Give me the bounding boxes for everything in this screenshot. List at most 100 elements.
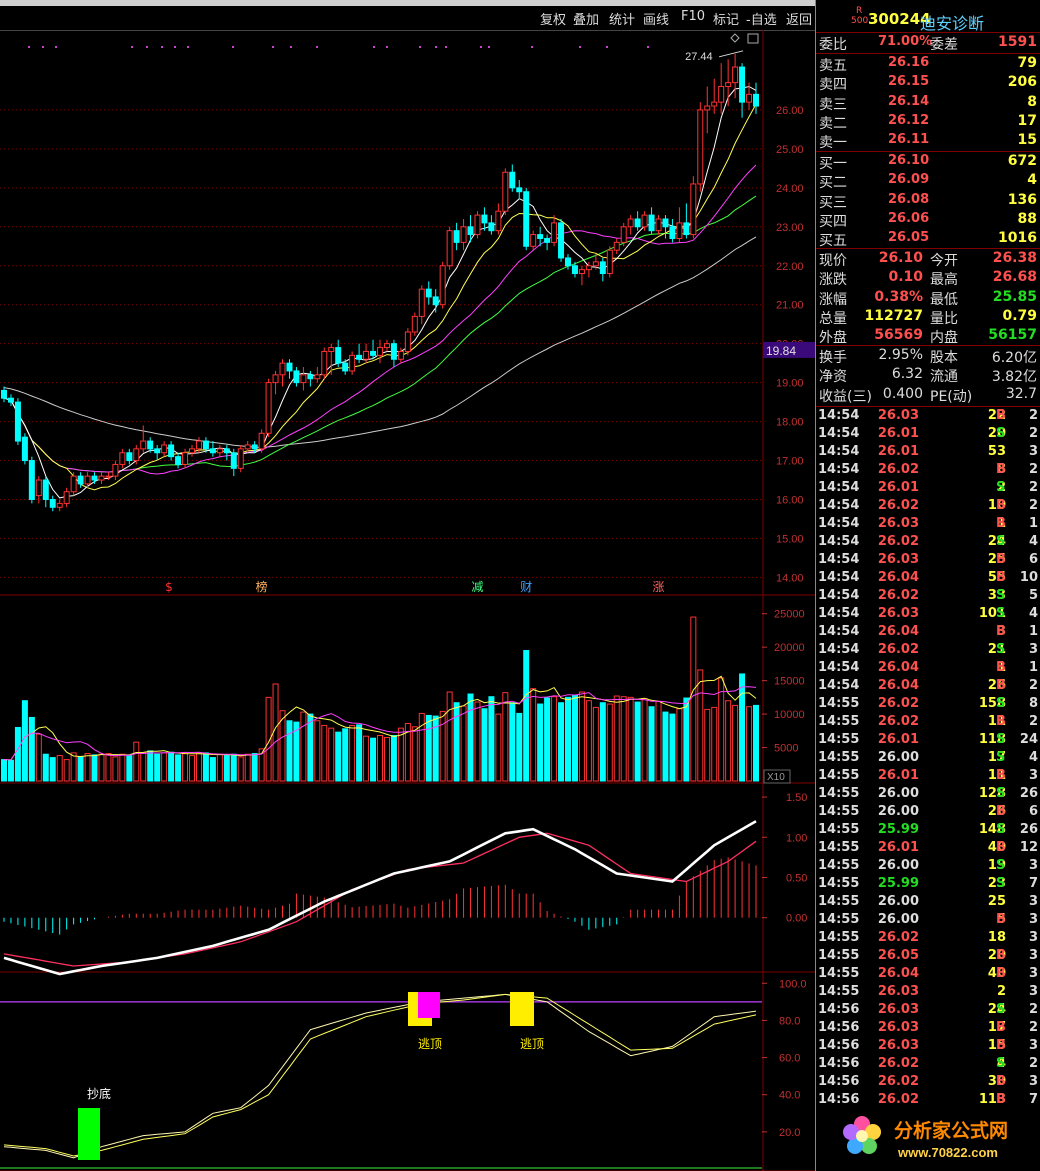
volume-bar xyxy=(551,696,558,782)
fuquan-button[interactable]: 复权 xyxy=(540,13,567,28)
draw-line-button[interactable]: 画线 xyxy=(643,13,670,28)
candle xyxy=(739,66,746,103)
candle xyxy=(390,343,397,360)
ma20-line xyxy=(3,164,757,475)
tick-side: B xyxy=(996,966,1006,981)
tick-volume: 3 xyxy=(996,624,1006,639)
tick-volume: 158 xyxy=(978,696,1006,711)
volume-tick-label: 20000 xyxy=(774,642,805,654)
bid-row[interactable]: 买四 26.06 88 xyxy=(816,210,1040,230)
bid-row[interactable]: 买三 26.08 136 xyxy=(816,191,1040,211)
bid-row[interactable]: 买二 26.09 4 xyxy=(816,171,1040,191)
tick-volume: 20 xyxy=(987,426,1006,441)
tick-price: 25.99 xyxy=(877,876,919,891)
osc-slow-line xyxy=(3,993,757,1157)
signal-dot xyxy=(386,46,388,48)
price-tick-label: 14.00 xyxy=(776,572,804,584)
high-annotation-arrow xyxy=(718,50,744,58)
signal-dot xyxy=(316,46,318,48)
tick-price: 26.03 xyxy=(877,984,919,999)
price-tick-label: 18.00 xyxy=(776,417,804,429)
event-marker[interactable]: 涨 xyxy=(653,579,665,594)
osc-tick-label: 60.0 xyxy=(779,1053,800,1065)
tick-time: 14:55 xyxy=(818,732,860,747)
tick-count: 2 xyxy=(1028,498,1038,513)
event-marker[interactable]: $ xyxy=(165,580,173,594)
tick-row: 14:54 26.04 3 B 1 xyxy=(816,623,1040,641)
candle xyxy=(383,343,390,349)
tick-volume: 148 xyxy=(978,822,1006,837)
chart-area[interactable]: 26.0025.0024.0023.0022.0021.0020.0019.00… xyxy=(0,30,815,1171)
diamond-icon[interactable] xyxy=(730,33,740,43)
quote-row: 涨幅 0.38% 最低 25.85 xyxy=(816,288,1040,308)
tick-price: 26.05 xyxy=(877,948,919,963)
candle xyxy=(558,222,565,259)
bid-row[interactable]: 买五 26.05 1016 xyxy=(816,229,1040,249)
tick-volume: 113 xyxy=(978,1092,1006,1107)
ask-row[interactable]: 卖五 26.16 79 xyxy=(816,54,1040,74)
tick-price: 26.03 xyxy=(877,552,919,567)
volume-bar xyxy=(711,706,718,782)
mark-button[interactable]: 标记 xyxy=(713,13,740,28)
price-tick-label: 24.00 xyxy=(776,183,804,195)
event-marker[interactable]: 榜 xyxy=(256,579,268,594)
stock-name[interactable]: 迪安诊断 xyxy=(920,14,985,33)
candle xyxy=(279,362,286,376)
candle xyxy=(321,350,328,376)
volume-bar xyxy=(606,703,613,782)
tick-price: 26.03 xyxy=(877,1038,919,1053)
tick-time: 14:54 xyxy=(818,444,860,459)
quote-label: 今开 xyxy=(930,253,958,269)
macd-tick-label: 1.00 xyxy=(786,832,807,844)
tick-side: B xyxy=(996,678,1006,693)
candle xyxy=(49,499,56,508)
fundamental-value: 2.95% xyxy=(878,347,923,363)
tick-count: 24 xyxy=(1019,732,1038,747)
overlay-button[interactable]: 叠加 xyxy=(573,13,600,28)
candle xyxy=(14,401,21,442)
window-icon[interactable] xyxy=(747,33,759,44)
tick-side: B xyxy=(996,462,1006,477)
tick-side: S xyxy=(996,606,1006,621)
volume-bar xyxy=(279,710,286,782)
volume-bar xyxy=(140,752,147,782)
volume-bar xyxy=(209,757,216,782)
candle xyxy=(356,354,363,360)
ask-row[interactable]: 卖四 26.15 206 xyxy=(816,73,1040,93)
tick-time: 14:55 xyxy=(818,840,860,855)
bid-label: 买一 xyxy=(819,156,847,172)
back-button[interactable]: 返回 xyxy=(786,13,813,28)
volume-bar xyxy=(718,677,725,782)
tick-count: 2 xyxy=(1028,714,1038,729)
f10-button[interactable]: F10 xyxy=(681,9,706,24)
ask-price: 26.15 xyxy=(888,74,930,90)
candle xyxy=(627,218,634,228)
ask-row[interactable]: 卖一 26.11 15 xyxy=(816,131,1040,151)
ask-row[interactable]: 卖三 26.14 8 xyxy=(816,93,1040,113)
bid-row[interactable]: 买一 26.10 672 xyxy=(816,152,1040,172)
volume-tick-label: 25000 xyxy=(774,609,805,621)
tick-time: 14:54 xyxy=(818,624,860,639)
candle xyxy=(669,226,676,239)
candle xyxy=(363,350,370,360)
signal-dot xyxy=(174,46,176,48)
ask-row[interactable]: 卖二 26.12 17 xyxy=(816,112,1040,132)
weicha-label: 委差 xyxy=(930,37,958,53)
tick-row: 14:55 26.02 158 S 8 xyxy=(816,695,1040,713)
stats-button[interactable]: 统计 xyxy=(609,13,636,28)
volume-tick-label: 10000 xyxy=(774,709,805,721)
volume-tick-label: 15000 xyxy=(774,676,805,688)
ma5-line xyxy=(3,85,757,499)
fundamental-label: 换手 xyxy=(819,350,847,366)
tick-volume: 17 xyxy=(987,750,1006,765)
tick-row: 14:54 26.02 8 B 2 xyxy=(816,461,1040,479)
event-marker[interactable]: 财 xyxy=(520,580,532,594)
bid-volume: 4 xyxy=(1027,172,1037,189)
event-marker[interactable]: 减 xyxy=(471,580,483,594)
tick-count: 3 xyxy=(1028,1038,1038,1053)
tick-volume: 19 xyxy=(987,858,1006,873)
signal-dot xyxy=(579,46,581,48)
tick-count: 3 xyxy=(1028,912,1038,927)
remove-watchlist-button[interactable]: -自选 xyxy=(746,13,777,28)
tick-volume: 25 xyxy=(987,552,1006,567)
